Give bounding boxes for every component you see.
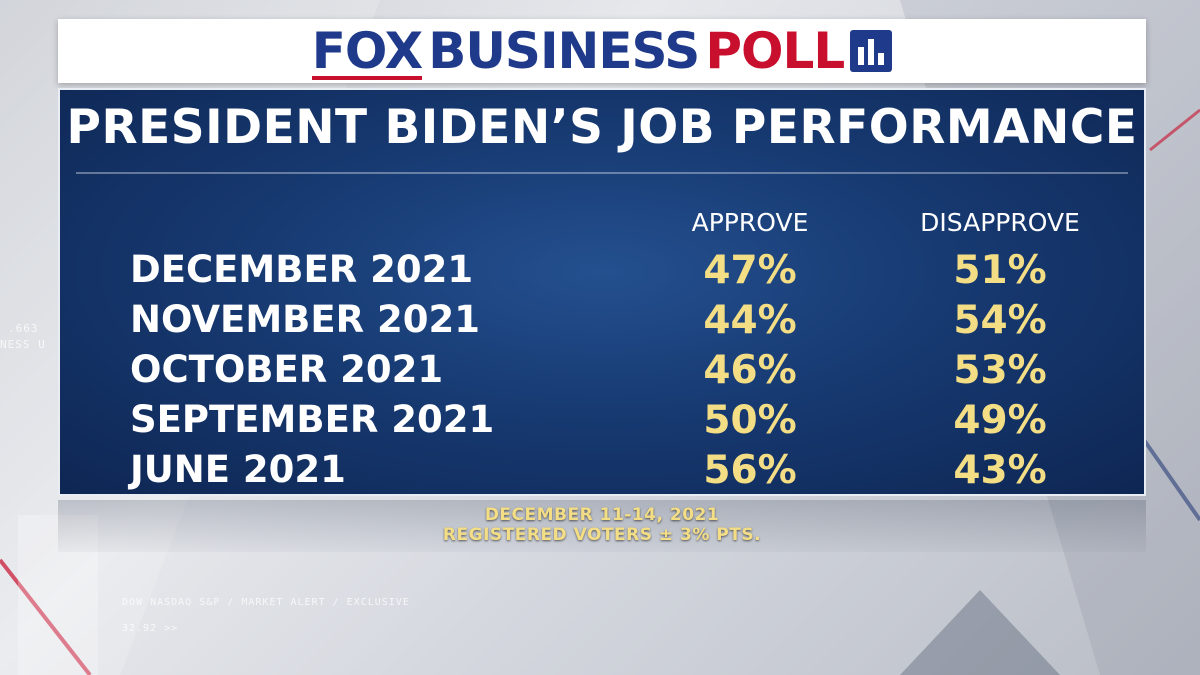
disapprove-value: 49% <box>953 398 1047 443</box>
chart-title: PRESIDENT BIDEN’S JOB PERFORMANCE <box>66 100 1138 155</box>
bg-ticker-2: NESS U <box>0 338 46 351</box>
logo-business: BUSINESS <box>428 22 700 80</box>
disapprove-value: 51% <box>953 248 1047 293</box>
title-divider <box>76 172 1128 174</box>
approve-value: 44% <box>703 298 797 343</box>
bg-ticker-4: 32.92 >> <box>122 623 179 634</box>
logo-fox: FOX <box>311 22 423 80</box>
row-label: DECEMBER 2021 <box>130 248 474 291</box>
disapprove-value: 54% <box>953 298 1047 343</box>
header-bar: FOX BUSINESS POLL <box>58 19 1146 83</box>
poll-dates: DECEMBER 11-14, 2021 <box>484 505 720 525</box>
column-header-approve: APPROVE <box>691 208 809 237</box>
approve-value: 46% <box>703 348 797 393</box>
bg-ticker-3: DOW NASDAQ S&P / MARKET ALERT / EXCLUSIV… <box>122 597 410 608</box>
approve-value: 50% <box>703 398 797 443</box>
disapprove-value: 43% <box>953 448 1047 493</box>
disapprove-value: 53% <box>953 348 1047 393</box>
poll-sample-margin: REGISTERED VOTERS ± 3% PTS. <box>442 525 762 545</box>
fox-business-poll-logo: FOX BUSINESS POLL <box>311 22 893 80</box>
approve-value: 47% <box>703 248 797 293</box>
row-label: OCTOBER 2021 <box>130 348 444 391</box>
row-label: SEPTEMBER 2021 <box>130 398 495 441</box>
footer-band: DECEMBER 11-14, 2021 REGISTERED VOTERS ±… <box>58 500 1146 552</box>
bg-ticker-1: .663 <box>8 322 39 335</box>
poll-panel: PRESIDENT BIDEN’S JOB PERFORMANCE APPROV… <box>58 88 1146 496</box>
column-header-disapprove: DISAPPROVE <box>920 208 1080 237</box>
row-label: NOVEMBER 2021 <box>130 298 480 341</box>
row-label: JUNE 2021 <box>130 448 346 491</box>
logo-poll: POLL <box>705 22 845 80</box>
approve-value: 56% <box>703 448 797 493</box>
poll-bar-chart-icon <box>850 30 893 72</box>
